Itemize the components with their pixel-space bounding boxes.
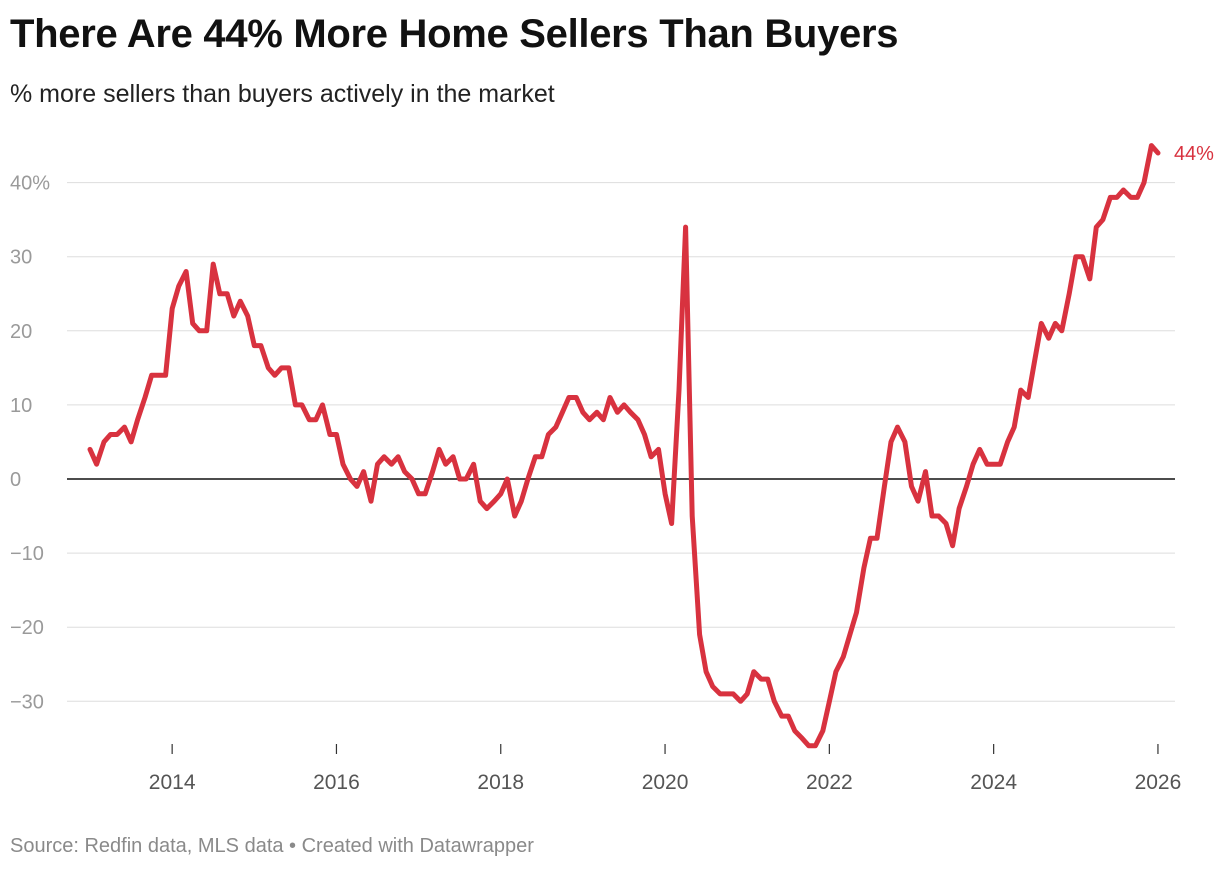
source-footer: Source: Redfin data, MLS data • Created … [10, 835, 534, 857]
x-tick-label: 2026 [1135, 771, 1182, 794]
y-tick-label: 40% [10, 173, 50, 195]
chart-subtitle: % more sellers than buyers actively in t… [10, 80, 555, 108]
gridlines [67, 182, 1175, 702]
y-axis: 40% 30 20 10 0 −10 −20 −30 [10, 173, 50, 714]
x-axis: 2014 2016 2018 2020 2022 2024 2026 [149, 744, 1182, 794]
x-tick-label: 2018 [477, 771, 524, 794]
y-tick-label: 0 [10, 469, 21, 491]
annotations: 44% [1174, 143, 1214, 165]
y-tick-label: 30 [10, 247, 32, 269]
y-tick-label: −30 [10, 691, 44, 713]
x-tick-label: 2016 [313, 771, 360, 794]
y-tick-label: −10 [10, 543, 44, 565]
x-tick-label: 2024 [970, 771, 1017, 794]
series-layer [87, 143, 1161, 749]
y-tick-label: 20 [10, 321, 32, 343]
x-tick-label: 2020 [642, 771, 689, 794]
series-line [87, 143, 1161, 749]
x-tick-label: 2022 [806, 771, 853, 794]
y-tick-label: 10 [10, 395, 32, 417]
chart-title: There Are 44% More Home Sellers Than Buy… [10, 12, 899, 56]
y-tick-label: −20 [10, 617, 44, 639]
x-tick-label: 2014 [149, 771, 196, 794]
end-value-label: 44% [1174, 143, 1214, 165]
